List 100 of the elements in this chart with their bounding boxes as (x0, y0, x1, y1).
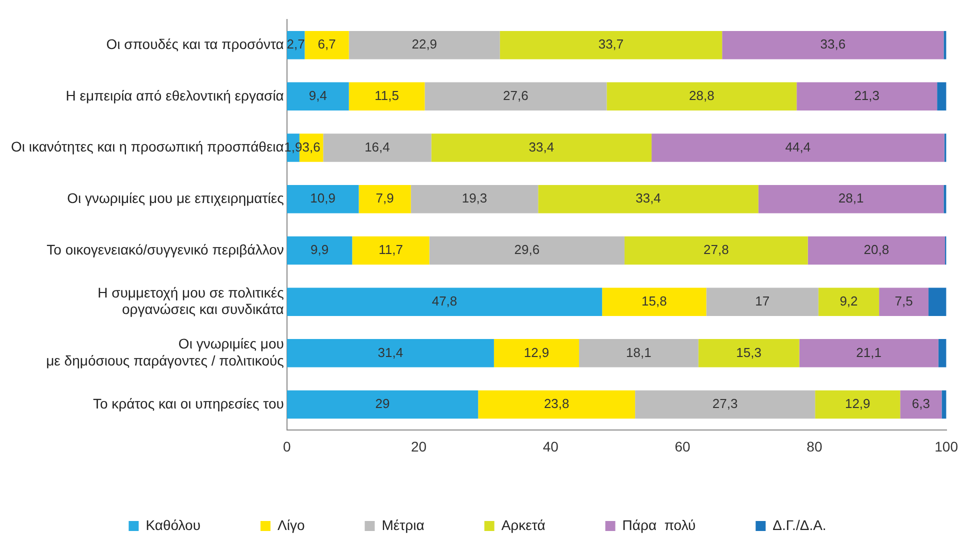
data-label: 33,7 (598, 36, 624, 52)
data-label: 29,6 (514, 242, 540, 258)
data-label: 21,3 (854, 88, 880, 104)
x-tick-label: 80 (806, 438, 822, 454)
bar (286, 288, 602, 316)
bar (323, 134, 432, 162)
legend-label: Πάρα πολύ (622, 516, 696, 533)
data-label: 9,4 (308, 88, 327, 104)
data-label: 20,8 (864, 242, 890, 258)
legend-label: Καθόλου (146, 516, 200, 533)
data-label: 29 (375, 396, 390, 412)
data-label: 9,9 (310, 242, 329, 258)
data-label: 12,9 (524, 344, 550, 360)
data-label: 7,9 (376, 190, 394, 206)
bar (538, 185, 758, 214)
bar (635, 390, 816, 419)
bar (938, 339, 946, 368)
data-label: 6,7 (318, 36, 336, 52)
bar (478, 390, 636, 419)
data-label: 17 (755, 293, 770, 308)
data-label: 16,4 (364, 139, 390, 154)
data-label: 22,9 (412, 36, 438, 52)
y-tick-label: Η συμμετοχή μου σε πολιτικές οργανώσεις και συνδικάτα (98, 284, 284, 318)
data-label: 23,8 (544, 396, 570, 412)
bar (928, 288, 946, 316)
bar (286, 236, 352, 265)
bar (410, 185, 538, 214)
bar (602, 288, 706, 316)
data-label: 7,5 (894, 293, 913, 308)
bar (808, 236, 945, 265)
bar (900, 390, 942, 419)
bar (286, 82, 349, 111)
bar (500, 30, 722, 60)
y-tick-label: Οι γνωριμίες μου με δημόσιους παράγοντες / πολιτικούς (46, 336, 284, 368)
bar (706, 288, 818, 316)
x-tick-label: 20 (410, 438, 427, 454)
data-label: 15,3 (736, 344, 762, 360)
legend-label: Λίγο (277, 516, 305, 533)
data-label: 27,3 (712, 396, 738, 412)
bar (352, 236, 430, 265)
bar (698, 339, 800, 368)
data-label: 3,6 (302, 139, 320, 154)
bar (606, 82, 797, 111)
bar (815, 390, 900, 419)
bar (942, 390, 946, 419)
bar (758, 185, 944, 214)
legend-label: Μέτρια (382, 516, 424, 533)
legend-label: Δ.Γ./Δ.Α. (772, 516, 826, 533)
data-label: 33,4 (636, 190, 661, 206)
legend-label: Αρκετά (501, 516, 546, 533)
bar (348, 30, 500, 60)
bar (818, 288, 880, 316)
data-label: 31,4 (378, 344, 404, 360)
x-tick-label: 100 (934, 438, 958, 454)
bar (652, 134, 944, 162)
x-tick-label: 0 (283, 438, 291, 454)
data-label: 11,5 (374, 88, 399, 104)
data-label: 18,1 (626, 344, 652, 360)
data-label: 15,8 (642, 293, 667, 308)
bar (494, 339, 580, 368)
data-label: 27,6 (503, 88, 528, 104)
bar (944, 185, 946, 214)
data-label: 2,7 (286, 36, 305, 52)
bar (799, 339, 938, 368)
bar (944, 30, 946, 60)
data-label: 6,3 (912, 396, 930, 412)
data-label: 9,2 (840, 293, 858, 308)
data-label: 11,7 (378, 242, 403, 258)
y-tick-label: Το κράτος και οι υπηρεσίες του (92, 395, 284, 412)
bar (424, 82, 607, 111)
y-tick-label: Η εμπειρία από εθελοντική εργασία (66, 87, 284, 104)
y-tick-label: Οι ικανότητες και η προσωπική προσπάθεια (10, 138, 284, 155)
bar (796, 82, 938, 111)
data-label: 47,8 (432, 293, 458, 308)
data-label: 28,8 (689, 88, 714, 104)
x-tick-label: 40 (542, 438, 559, 454)
data-label: 19,3 (462, 190, 488, 206)
bar (624, 236, 808, 265)
bar (429, 236, 625, 265)
bar (286, 339, 494, 368)
bar (579, 339, 698, 368)
y-tick-label: Το οικογενειακό/συγγενικό περιβάλλον (46, 241, 284, 258)
data-label: 28,1 (838, 190, 864, 206)
bar (431, 134, 652, 162)
y-tick-label: Οι γνωριμίες μου με επιχειρηματίες (67, 190, 284, 206)
bar (348, 82, 425, 111)
data-label: 21,1 (856, 344, 882, 360)
data-label: 27,8 (704, 242, 729, 258)
y-tick-label: Οι σπουδές και τα προσόντα (106, 36, 284, 52)
bar (358, 185, 411, 214)
bar (286, 390, 478, 419)
data-label: 10,9 (310, 190, 336, 206)
data-label: 33,4 (528, 139, 554, 154)
bar (879, 288, 929, 316)
bar (286, 185, 359, 214)
data-label: 12,9 (844, 396, 870, 412)
bar (304, 30, 349, 60)
bar (937, 82, 946, 111)
data-label: 44,4 (785, 139, 811, 154)
bar (722, 30, 944, 60)
